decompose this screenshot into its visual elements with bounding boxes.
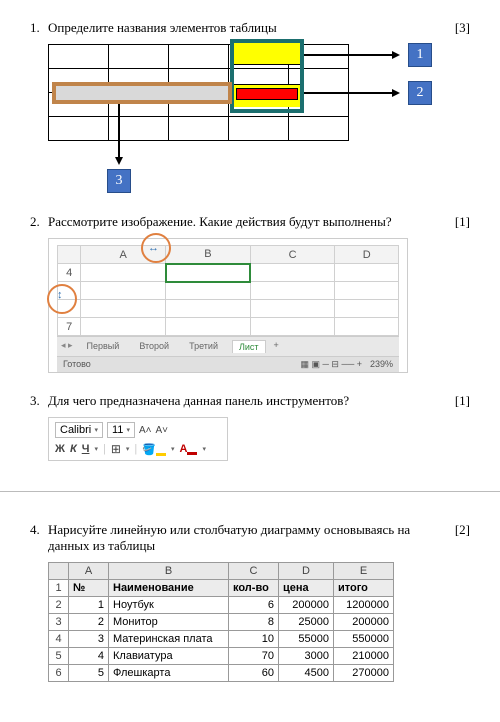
table-row: 2 1 Ноутбук 6 200000 1200000: [49, 597, 394, 614]
q1-number: 1.: [30, 20, 48, 36]
italic-button: К: [70, 443, 77, 455]
q1-arrow-1: [304, 54, 394, 56]
hdr-num: №: [69, 580, 109, 597]
q1-arrow-2: [304, 92, 394, 94]
tab-1: Первый: [81, 340, 126, 353]
col-header-C: C: [250, 246, 335, 264]
question-1: 1. Определите названия элементов таблицы…: [30, 20, 470, 194]
q1-diagram: 1 2 3: [48, 44, 470, 194]
status-zoom: 239%: [370, 359, 393, 370]
q2-number: 2.: [30, 214, 48, 230]
question-4: 4. Нарисуйте линейную или столбчатую диа…: [30, 522, 470, 682]
tab-add: +: [274, 340, 279, 353]
col-header-B: B: [166, 246, 251, 264]
q4-points: [2]: [445, 522, 470, 538]
status-ready: Готово: [63, 359, 91, 370]
q1-arrow-2-head: [392, 89, 400, 97]
table-row: 5 4 Клавиатура 70 3000 210000: [49, 648, 394, 665]
q1-callout-2: 2: [408, 81, 432, 105]
q3-text: Для чего предназначена данная панель инс…: [48, 393, 445, 409]
q2-text: Рассмотрите изображение. Какие действия …: [48, 214, 445, 230]
size-selector: 11▾: [107, 422, 135, 438]
q3-points: [1]: [445, 393, 470, 409]
grow-font-icon: A˄: [139, 425, 152, 436]
q1-arrow-3: [118, 104, 120, 159]
row-header-7: 7: [58, 318, 81, 336]
q1-points: [3]: [445, 20, 470, 36]
q3-toolbar: Calibri▾ 11▾ A˄ A˅ Ж К Ч ▾ | ⊞▾ | 🪣▾ A▾: [48, 417, 228, 461]
col-resize-icon: ↔: [148, 242, 159, 254]
shrink-font-icon: A˅: [156, 425, 169, 436]
q1-text: Определите названия элементов таблицы: [48, 20, 445, 36]
q1-arrow-1-head: [392, 51, 400, 59]
page-divider: [0, 491, 500, 492]
q4-number: 4.: [30, 522, 48, 538]
tab-4: Лист: [232, 340, 266, 353]
hdr-name: Наименование: [109, 580, 229, 597]
q1-row-highlight: [52, 82, 232, 104]
col-C: C: [229, 563, 279, 580]
font-selector: Calibri▾: [55, 422, 103, 438]
q2-excel-screenshot: A B C D 4 7 ↔ ↕ ◂ ▸ Первый Второй Третий…: [48, 238, 408, 373]
q4-data-table: A B C D E 1 № Наименование кол-во цена и…: [48, 562, 394, 682]
q1-column-highlight: [230, 39, 304, 113]
q1-active-cell: [236, 88, 298, 100]
q1-arrow-3-head: [115, 157, 123, 165]
row-header-4: 4: [58, 264, 81, 282]
tab-2: Второй: [133, 340, 175, 353]
q2-grid: A B C D 4 7: [57, 245, 399, 336]
col-B: B: [109, 563, 229, 580]
q4-text: Нарисуйте линейную или столбчатую диагра…: [48, 522, 445, 554]
q2-status-bar: Готово ▦ ▣ ─ ⊟ ── + 239%: [57, 356, 399, 372]
col-E: E: [334, 563, 394, 580]
hdr-qty: кол-во: [229, 580, 279, 597]
font-color-icon: A: [179, 443, 197, 455]
fill-color-icon: 🪣: [142, 443, 166, 456]
q2-sheet-tabs: ◂ ▸ Первый Второй Третий Лист +: [57, 336, 399, 356]
table-row: 4 3 Материнская плата 10 55000 550000: [49, 631, 394, 648]
col-header-D: D: [335, 246, 399, 264]
question-2: 2. Рассмотрите изображение. Какие действ…: [30, 214, 470, 373]
col-A: A: [69, 563, 109, 580]
tab-3: Третий: [183, 340, 224, 353]
border-icon: ⊞: [111, 442, 121, 456]
hdr-total: итого: [334, 580, 394, 597]
row-resize-icon: ↕: [57, 289, 63, 301]
q1-callout-3: 3: [107, 169, 131, 193]
q1-callout-1: 1: [408, 43, 432, 67]
underline-button: Ч: [82, 443, 90, 455]
table-row: 6 5 Флешкарта 60 4500 270000: [49, 665, 394, 682]
table-row: 3 2 Монитор 8 25000 200000: [49, 614, 394, 631]
bold-button: Ж: [55, 443, 65, 455]
question-3: 3. Для чего предназначена данная панель …: [30, 393, 470, 461]
q2-points: [1]: [445, 214, 470, 230]
hdr-price: цена: [279, 580, 334, 597]
q3-number: 3.: [30, 393, 48, 409]
col-D: D: [279, 563, 334, 580]
